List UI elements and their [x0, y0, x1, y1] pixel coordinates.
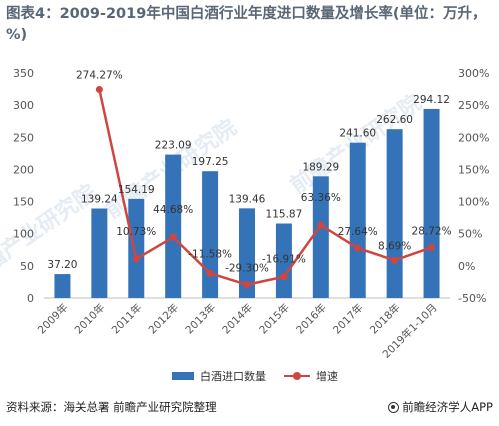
line-value-label: 27.64% [338, 226, 378, 238]
brand: 前瞻经济学人APP [388, 399, 493, 415]
line-value-label: 8.69% [378, 240, 411, 252]
growth-point [243, 281, 251, 289]
brand-text: 前瞻经济学人APP [402, 400, 493, 414]
y-right-tick-label: 300% [458, 67, 489, 80]
x-tick-label: 2015年 [257, 301, 293, 337]
line-value-label: -29.30% [225, 263, 269, 275]
bar-value-label: 262.60 [376, 114, 413, 126]
y-left-tick-label: 50 [20, 260, 34, 273]
bar [386, 129, 403, 298]
bar [275, 223, 292, 298]
y-left-tick-label: 100 [13, 228, 34, 241]
bar [54, 274, 71, 298]
legend-item-bar: 白酒进口数量 [172, 368, 266, 384]
y-left-tick-label: 250 [13, 131, 34, 144]
bar-value-label: 37.20 [47, 259, 77, 271]
bar-value-label: 139.24 [81, 193, 118, 205]
growth-point [132, 255, 140, 263]
growth-point [428, 243, 436, 251]
line-value-label: -16.91% [262, 254, 306, 266]
bar-value-label: 223.09 [155, 140, 192, 152]
bar [349, 142, 366, 298]
growth-point [206, 269, 214, 277]
bar [128, 198, 145, 298]
growth-point [280, 273, 288, 281]
line-value-label: 10.73% [116, 226, 156, 238]
legend-bar-label: 白酒进口数量 [200, 370, 266, 383]
legend-line-label: 增速 [316, 370, 338, 383]
bar [202, 171, 219, 298]
growth-point [354, 244, 362, 252]
bar-value-label: 241.60 [339, 128, 376, 140]
x-tick-label: 2013年 [183, 301, 219, 337]
line-value-label: 63.36% [301, 192, 341, 204]
footer: 资料来源：海关总署 前瞻产业研究院整理 前瞻经济学人APP [0, 392, 499, 422]
bar-value-label: 189.29 [302, 161, 339, 173]
x-tick-label: 2018年 [367, 301, 403, 337]
y-right-tick-label: 200% [458, 131, 489, 144]
legend-item-line: 增速 [284, 368, 338, 384]
y-left-tick-label: 150 [13, 196, 34, 209]
x-tick-label: 2009年 [35, 301, 71, 337]
x-tick-label: 2012年 [146, 301, 182, 337]
line-value-label: 28.72% [412, 225, 452, 237]
source-text: 资料来源：海关总署 前瞻产业研究院整理 [6, 400, 217, 414]
x-tick-label: 2016年 [293, 301, 329, 337]
growth-point [391, 256, 399, 264]
bar [239, 208, 255, 298]
legend-line-swatch [284, 371, 310, 381]
growth-point [95, 86, 103, 94]
bar-value-label: 115.87 [266, 209, 303, 221]
bar-value-label: 154.19 [118, 184, 155, 196]
y-right-tick-label: 50% [458, 228, 482, 241]
growth-line [98, 89, 432, 286]
bar [312, 176, 329, 298]
bar [423, 108, 440, 299]
bar-value-label: 197.25 [192, 156, 229, 168]
chart-title: 图表4：2009-2019年中国白酒行业年度进口数量及增长率(单位：万升，%) [6, 6, 487, 43]
line-value-label: -11.58% [188, 248, 232, 260]
brand-logo-icon [388, 401, 400, 413]
bar [91, 208, 108, 298]
y-right-tick-label: 100% [458, 196, 489, 209]
bar-value-label: 294.12 [413, 94, 450, 106]
x-tick-label: 2014年 [220, 301, 256, 337]
bar [165, 154, 182, 298]
legend: 白酒进口数量 增速 [0, 368, 499, 384]
y-left-tick-label: 300 [13, 99, 34, 112]
x-tick-label: 2010年 [72, 301, 108, 337]
y-right-tick-label: -50% [458, 292, 486, 305]
y-left-tick-label: 0 [27, 292, 34, 305]
y-right-tick-label: 250% [458, 99, 489, 112]
y-left-tick-label: 200 [13, 163, 34, 176]
line-value-label: 274.27% [76, 70, 123, 82]
bar-value-label: 139.46 [229, 193, 266, 205]
chart-area: 前瞻产业研究院前瞻产业研究院前瞻产业研究院0501001502002503003… [0, 67, 489, 361]
y-left-tick-label: 350 [13, 67, 34, 80]
legend-bar-swatch [172, 372, 194, 380]
growth-point [169, 233, 177, 241]
y-right-tick-label: 0% [458, 260, 475, 273]
growth-point [317, 221, 325, 229]
line-value-label: 44.68% [153, 204, 193, 216]
y-right-tick-label: 150% [458, 163, 489, 176]
x-tick-label: 2017年 [330, 301, 366, 337]
x-tick-label: 2011年 [109, 301, 145, 337]
